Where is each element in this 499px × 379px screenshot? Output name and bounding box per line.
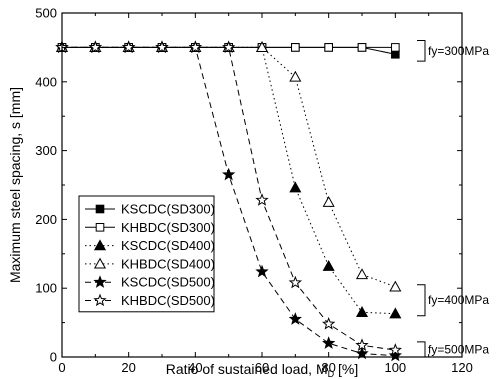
legend-label: KHBDC(SD400) xyxy=(121,256,215,271)
legend-marker xyxy=(93,275,107,288)
x-tick-label: 60 xyxy=(255,360,269,375)
y-tick-label: 100 xyxy=(35,281,57,296)
legend-label: KSCDC(SD500) xyxy=(121,275,215,290)
legend-label: KHBDC(SD300) xyxy=(121,220,215,235)
data-point xyxy=(288,275,302,289)
annotations: fy=300MPa fy=400MPa fy=500MPa xyxy=(417,40,489,358)
legend-marker xyxy=(93,293,107,307)
data-point xyxy=(291,43,300,52)
legend-label: KHBDC(SD500) xyxy=(121,293,215,308)
data-point xyxy=(389,280,402,292)
x-tick-label: 0 xyxy=(58,360,65,375)
plot-marks xyxy=(55,40,402,362)
data-point xyxy=(222,40,236,54)
legend-marker xyxy=(95,223,105,232)
data-point xyxy=(122,40,136,54)
data-point xyxy=(289,181,302,193)
legend: KSCDC(SD300) KHBDC(SD300) KSCDC(SD400) KHBD… xyxy=(78,195,215,313)
x-tick-label: 40 xyxy=(188,360,202,375)
legend-marker xyxy=(93,239,107,251)
annotation-label: fy=400MPa xyxy=(428,293,489,307)
series-line xyxy=(62,46,396,351)
axes: 0 20 40 60 80 100 120 0 100 200 300 400 500 xyxy=(35,6,473,376)
annotation-label: fy=500MPa xyxy=(428,342,489,356)
y-axis-title: Maximum steel spacing, s [mm] xyxy=(7,87,23,283)
y-tick-label: 300 xyxy=(35,143,57,158)
data-point xyxy=(355,338,369,351)
annotation-bracket xyxy=(417,40,426,62)
x-tick-label: 20 xyxy=(121,360,135,375)
data-point xyxy=(88,40,102,54)
y-tick-label: 200 xyxy=(35,212,57,227)
data-point xyxy=(155,40,169,54)
legend-marker xyxy=(93,257,107,269)
x-axis-title: Ratio of sustained load, MD [%] xyxy=(166,361,359,379)
data-point xyxy=(288,312,302,325)
data-point xyxy=(289,70,302,82)
data-point xyxy=(324,43,333,52)
data-point xyxy=(322,316,336,330)
data-point xyxy=(255,193,269,206)
x-tick-label: 120 xyxy=(451,360,473,375)
data-point xyxy=(222,167,236,181)
data-point xyxy=(355,306,369,317)
data-point xyxy=(389,307,402,319)
data-point xyxy=(255,264,269,278)
data-point xyxy=(255,41,269,53)
legend-label: KSCDC(SD400) xyxy=(121,238,215,253)
annotation-label: fy=300MPa xyxy=(428,44,489,58)
data-point xyxy=(391,43,400,52)
data-point xyxy=(322,195,335,207)
legend-box xyxy=(78,195,215,313)
data-point xyxy=(355,268,369,280)
data-point xyxy=(357,43,367,52)
y-tick-label: 400 xyxy=(35,74,57,89)
legend-label: KSCDC(SD300) xyxy=(121,202,215,217)
data-point xyxy=(322,259,335,271)
x-tick-label: 100 xyxy=(384,360,406,375)
y-tick-label: 0 xyxy=(50,350,57,365)
x-tick-label: 80 xyxy=(321,360,335,375)
annotation-bracket xyxy=(417,341,426,358)
y-tick-label: 500 xyxy=(35,6,57,21)
legend-marker xyxy=(95,204,105,214)
data-point xyxy=(322,336,336,349)
annotation-bracket xyxy=(417,284,426,317)
data-point xyxy=(188,40,202,54)
